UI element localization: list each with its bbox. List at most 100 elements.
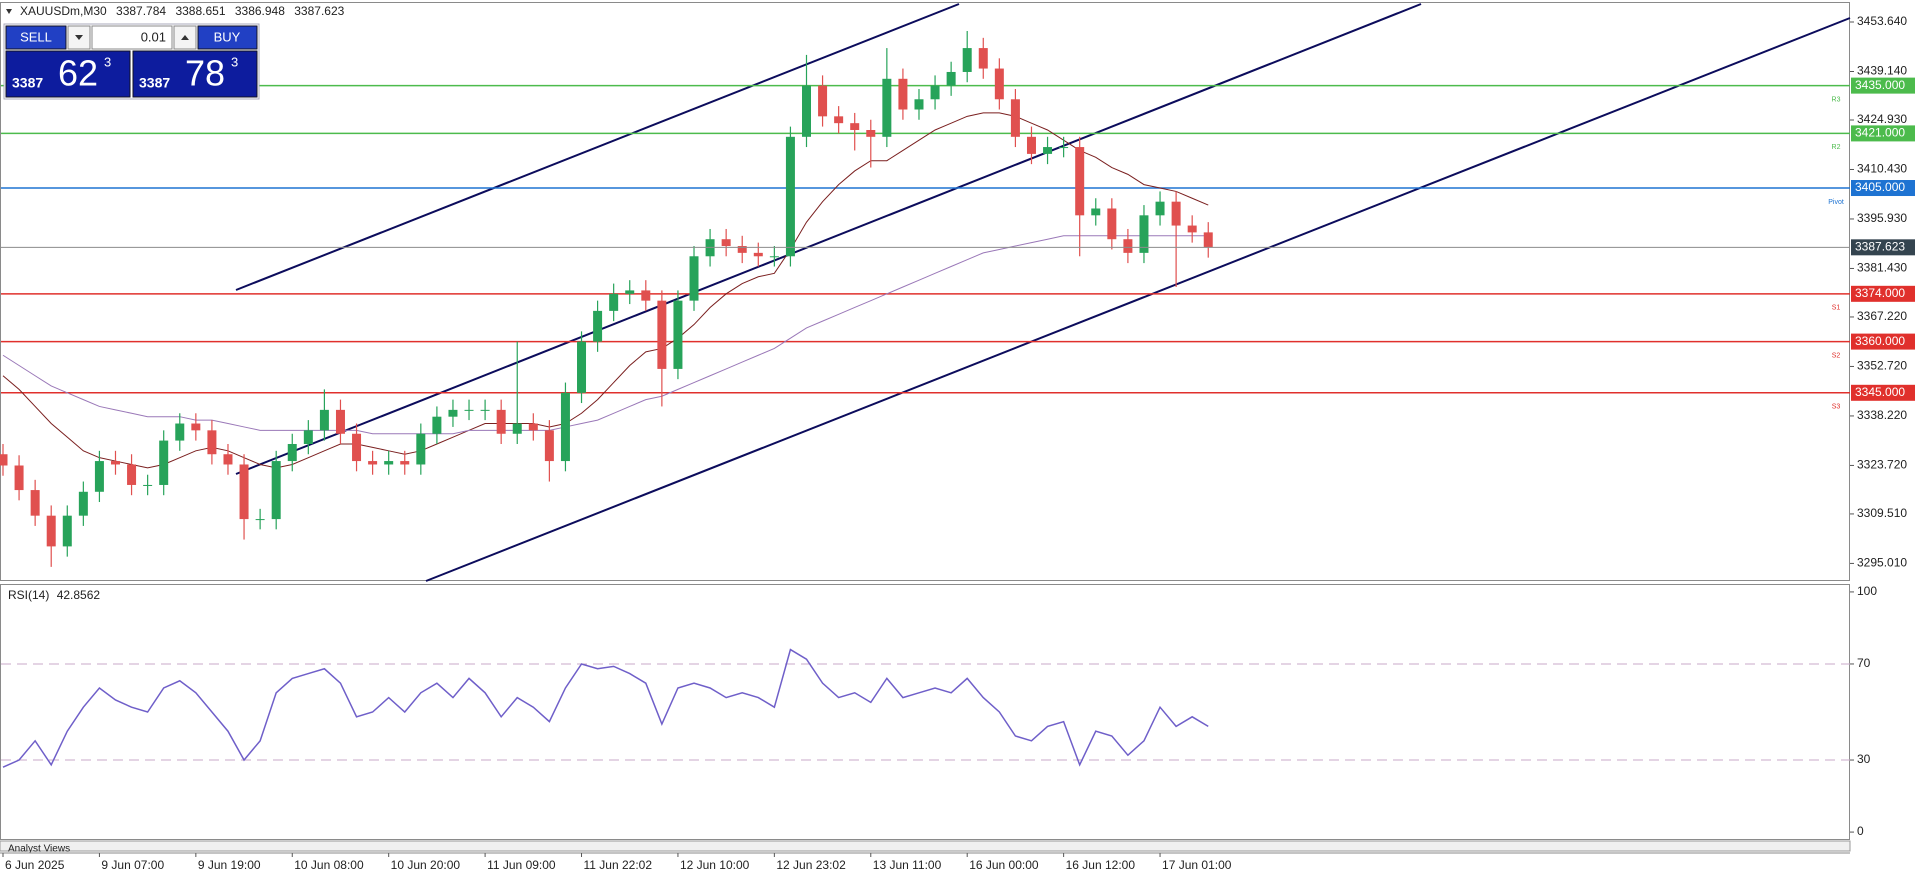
candle-body xyxy=(1203,232,1213,248)
candle-body xyxy=(1107,208,1117,240)
candle-body xyxy=(769,256,779,258)
sell-price-point: 3 xyxy=(104,54,111,69)
main-panel-frame xyxy=(0,2,1850,581)
rsi-line xyxy=(2,648,1209,768)
candle-body xyxy=(544,430,554,462)
candle-body xyxy=(930,85,940,100)
candle-body xyxy=(946,71,956,86)
candle-body xyxy=(352,433,362,462)
x-tick-label: 12 Jun 10:00 xyxy=(680,858,750,872)
sell-button[interactable] xyxy=(5,25,67,50)
level-price-box xyxy=(1851,333,1915,350)
candle-body xyxy=(416,433,426,465)
collapse-icon[interactable] xyxy=(6,9,12,14)
buy-label[interactable]: BUY xyxy=(214,29,241,44)
level-price-label: 3435.000 xyxy=(1855,78,1905,92)
y-tick-label: 3367.220 xyxy=(1857,309,1907,323)
chart-header: XAUUSDm,M30 3387.784 3388.651 3386.948 3… xyxy=(20,4,345,18)
candle-body xyxy=(271,461,281,520)
x-tick-label: 6 Jun 2025 xyxy=(5,858,65,872)
plot-layer: 3453.640 3439.140 3424.930 3410.430 3395.930… xyxy=(0,14,1915,872)
sell-label[interactable]: SELL xyxy=(20,29,52,44)
candle-body xyxy=(625,290,635,294)
y-tick-label: 30 xyxy=(1857,752,1871,766)
channel-upper xyxy=(235,3,960,291)
x-tick-label: 12 Jun 23:02 xyxy=(776,858,846,872)
level-name: S2 xyxy=(1832,352,1841,359)
candle-body xyxy=(62,515,72,547)
candle-body xyxy=(191,423,201,431)
buy-price-box[interactable] xyxy=(132,50,258,98)
x-tick-label: 9 Jun 07:00 xyxy=(101,858,164,872)
y-tick-label: 3395.930 xyxy=(1857,211,1907,225)
rsi-last: 42.8562 xyxy=(57,588,101,602)
current-price-label: 3387.623 xyxy=(1855,239,1905,253)
candle-body xyxy=(1171,201,1181,226)
buy-price-point: 3 xyxy=(231,54,238,69)
header-close: 3387.623 xyxy=(294,4,344,18)
level-price-label: 3374.000 xyxy=(1855,286,1905,300)
rsi-panel-frame xyxy=(0,584,1850,840)
volume[interactable]: 0.01 xyxy=(141,29,166,44)
candle-body xyxy=(785,136,795,257)
candle-body xyxy=(110,461,120,465)
candle-body xyxy=(593,310,603,342)
x-tick-label: 10 Jun 08:00 xyxy=(294,858,364,872)
rsi-name: RSI(14) xyxy=(8,588,49,602)
candle-body xyxy=(1091,208,1101,216)
candle-body xyxy=(464,409,474,411)
candle-body xyxy=(223,454,233,465)
y-tick-label: 3338.220 xyxy=(1857,408,1907,422)
channel-lines xyxy=(235,3,1851,582)
buy-button[interactable] xyxy=(197,25,258,50)
candle-body xyxy=(1010,99,1020,137)
level-name: S3 xyxy=(1832,404,1841,411)
sell-price-pips: 62 xyxy=(58,53,98,94)
candle-body xyxy=(1123,239,1133,253)
candle-body xyxy=(882,78,892,137)
candle-body xyxy=(78,491,88,516)
y-tick-label: 3439.140 xyxy=(1857,64,1907,78)
channel-middle xyxy=(235,3,1422,475)
candle-body xyxy=(46,515,56,547)
volume-box[interactable] xyxy=(91,25,173,50)
sell-price-box[interactable] xyxy=(5,50,131,98)
buy-price-pips: 78 xyxy=(185,53,225,94)
level-name: R3 xyxy=(1832,96,1841,103)
footer-tab[interactable]: Analyst Views xyxy=(8,844,70,855)
x-tick-label: 17 Jun 01:00 xyxy=(1162,858,1232,872)
candle-body xyxy=(657,300,667,369)
candle-body xyxy=(802,85,811,137)
y-tick-label: 3410.430 xyxy=(1857,162,1907,176)
candle-body xyxy=(368,461,378,465)
candle-body xyxy=(512,423,522,434)
candle-body xyxy=(1187,225,1197,233)
candle-body xyxy=(143,484,153,486)
x-tick-label: 16 Jun 00:00 xyxy=(969,858,1039,872)
candle-body xyxy=(400,461,410,465)
candle-body xyxy=(335,409,345,434)
candle-body xyxy=(319,409,329,431)
header-high: 3388.651 xyxy=(175,4,225,18)
x-tick-label: 16 Jun 12:00 xyxy=(1066,858,1136,872)
x-tick-label: 10 Jun 20:00 xyxy=(391,858,461,872)
level-price-label: 3360.000 xyxy=(1855,334,1905,348)
candle-body xyxy=(255,519,265,521)
y-tick-label: 0 xyxy=(1857,824,1864,838)
candle-body xyxy=(239,464,249,520)
level-name: Pivot xyxy=(1828,199,1844,206)
candle-body xyxy=(914,99,924,110)
down-arrow xyxy=(75,35,83,40)
y-tick-label: 100 xyxy=(1857,584,1877,598)
y-tick-label: 3295.010 xyxy=(1857,556,1907,570)
y-tick-label: 3424.930 xyxy=(1857,112,1907,126)
candle-body xyxy=(30,490,40,516)
header-open: 3387.784 xyxy=(116,4,166,18)
candle-body xyxy=(1043,147,1053,154)
up-arrow xyxy=(181,35,189,40)
candle-body xyxy=(577,341,587,393)
level-price-box xyxy=(1851,384,1915,401)
candle-body xyxy=(1139,215,1149,253)
candle-body xyxy=(303,430,313,444)
